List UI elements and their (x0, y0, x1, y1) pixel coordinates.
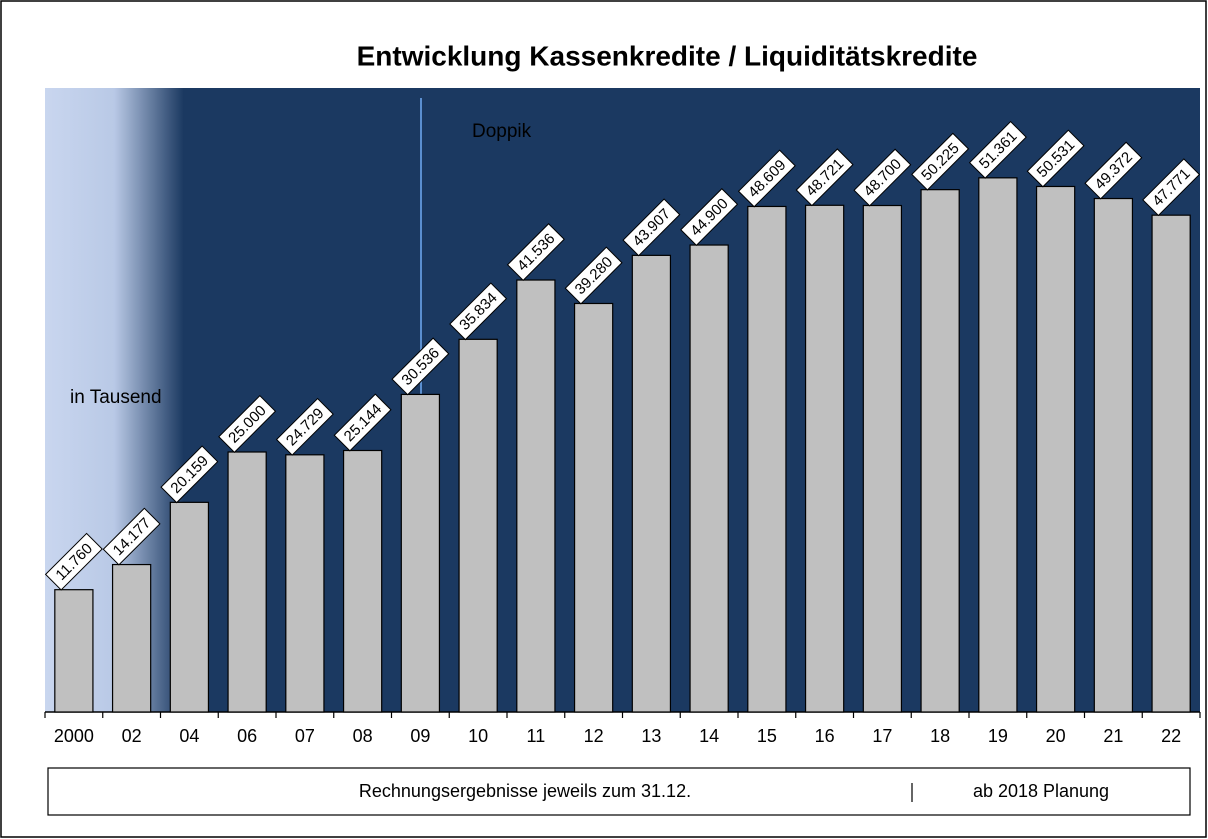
footer-box (47, 767, 1191, 816)
data-label-box (680, 188, 739, 247)
bar (689, 244, 729, 713)
data-label-box (449, 282, 508, 341)
x-tick-label: 19 (988, 726, 1008, 746)
x-tick-label: 09 (410, 726, 430, 746)
data-label-box (44, 532, 103, 591)
x-tick-label: 16 (815, 726, 835, 746)
bar (631, 254, 672, 713)
x-tick-label: 07 (295, 726, 315, 746)
data-label-box (102, 507, 161, 566)
footer-text: Rechnungsergebnisse jeweils zum 31.12. (359, 781, 691, 801)
x-tick-label: 12 (584, 726, 604, 746)
data-label-box (622, 198, 681, 257)
bar (169, 501, 210, 713)
bar (516, 279, 556, 713)
x-tick-label: 10 (468, 726, 488, 746)
chart-title: Entwicklung Kassenkredite / Liquiditätsk… (357, 40, 978, 71)
x-tick-label: 11 (527, 726, 546, 746)
plot-area (45, 88, 1200, 712)
footer-text: ab 2018 Planung (973, 781, 1109, 801)
x-tick-label: 02 (122, 726, 142, 746)
bar (227, 451, 267, 713)
bar (1093, 197, 1134, 713)
bar (1151, 214, 1191, 713)
x-tick-label: 08 (353, 726, 373, 746)
data-label-box (1142, 158, 1201, 217)
x-tick-label: 17 (872, 726, 892, 746)
bar (111, 563, 152, 713)
data-label-box (1026, 129, 1085, 188)
data-label-box (1084, 141, 1143, 200)
bar (747, 205, 787, 713)
data-label-box (506, 223, 565, 282)
x-tick-label: 14 (699, 726, 719, 746)
data-label-box (218, 395, 277, 453)
x-tick-label: 18 (930, 726, 950, 746)
annotation: in Tausend (70, 387, 162, 408)
x-tick-label: 06 (237, 726, 257, 746)
bar (920, 189, 960, 713)
data-label-box (333, 393, 392, 452)
data-label: 43.907 (622, 198, 681, 257)
x-tick-label: 20 (1046, 726, 1066, 746)
bar (458, 338, 498, 713)
data-label-box (391, 337, 450, 396)
data-label-box (968, 120, 1027, 179)
bar (862, 204, 903, 713)
annotation: Doppik (472, 121, 532, 142)
data-label: 44.900 (680, 188, 739, 247)
data-label-box (737, 149, 796, 208)
x-tick-label: 15 (757, 726, 777, 746)
x-tick-label: 04 (179, 726, 199, 746)
x-tick-label: 22 (1161, 726, 1181, 746)
data-label-box (564, 246, 623, 305)
bar (1035, 185, 1076, 713)
data-label-box (160, 445, 219, 504)
data-label-box (911, 132, 970, 191)
x-tick-label: 21 (1103, 726, 1123, 746)
data-label-box (853, 148, 912, 207)
bar (573, 302, 614, 713)
bar (978, 177, 1018, 713)
data-label-box (275, 397, 334, 456)
bar (54, 589, 94, 713)
bar (400, 393, 441, 713)
x-tick-label: 2000 (54, 726, 94, 746)
x-tick-label: 13 (641, 726, 661, 746)
data-label-box (795, 148, 854, 207)
bar (804, 204, 845, 713)
bar (342, 449, 383, 713)
bar (285, 454, 325, 713)
